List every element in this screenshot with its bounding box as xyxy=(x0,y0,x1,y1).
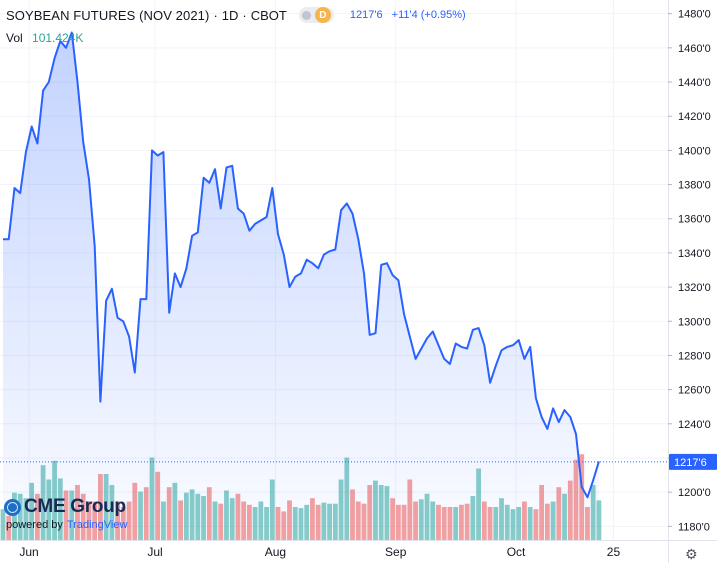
y-tick-label: 1260'0 xyxy=(678,385,711,397)
cme-logo: CME Group xyxy=(4,496,127,518)
y-tick-label: 1300'0 xyxy=(678,316,711,328)
gear-icon[interactable]: ⚙ xyxy=(685,546,698,562)
price-line xyxy=(3,31,600,499)
brand-name: CME Group xyxy=(24,496,126,517)
x-tick-label: 25 xyxy=(607,545,621,559)
x-tick-label: Jun xyxy=(19,545,38,559)
x-tick-label: Jul xyxy=(147,545,162,559)
x-tick-label: Sep xyxy=(385,545,407,559)
y-tick-label: 1240'0 xyxy=(678,419,711,431)
y-tick-label: 1420'0 xyxy=(678,111,711,123)
price-area-fill xyxy=(3,32,599,540)
y-tick-label: 1380'0 xyxy=(678,180,711,192)
y-tick-label: 1280'0 xyxy=(678,350,711,362)
last-price-tag: 1217'6 xyxy=(0,453,717,470)
symbol-title: SOYBEAN FUTURES (NOV 2021) xyxy=(6,7,210,23)
y-tick-label: 1360'0 xyxy=(678,214,711,226)
last-price-tag-label: 1217'6 xyxy=(674,457,707,469)
y-tick-label: 1320'0 xyxy=(678,282,711,294)
price-change: +11'4 (+0.95%) xyxy=(391,9,466,21)
price-axis: 1180'01200'01220'01240'01260'01280'01300… xyxy=(668,9,711,533)
volume-legend: Vol 101.424K xyxy=(6,31,83,45)
exchange-label: CBOT xyxy=(250,7,287,23)
y-tick-label: 1440'0 xyxy=(678,77,711,89)
last-price: 1217'6 xyxy=(349,9,383,21)
x-tick-label: Oct xyxy=(507,545,526,559)
chart-header: SOYBEAN FUTURES (NOV 2021) · 1D · CBOT D… xyxy=(6,7,466,23)
volume-bar xyxy=(596,500,602,540)
market-status-icon xyxy=(301,10,311,20)
y-tick-label: 1480'0 xyxy=(678,9,711,21)
x-tick-label: Aug xyxy=(265,545,286,559)
powered-by-label: powered by xyxy=(6,519,63,531)
y-tick-label: 1200'0 xyxy=(678,487,711,499)
price-area xyxy=(3,31,600,540)
interval-label: 1D xyxy=(221,7,239,23)
powered-by: powered by TradingView xyxy=(6,519,127,531)
price-readout: 1217'6 +11'4 (+0.95%) xyxy=(350,9,466,21)
volume-label: Vol xyxy=(6,31,23,45)
y-tick-label: 1340'0 xyxy=(678,248,711,260)
y-tick-label: 1180'0 xyxy=(678,521,710,533)
tradingview-link[interactable]: TradingView xyxy=(66,519,128,531)
globe-icon xyxy=(4,498,21,516)
delayed-badge: D xyxy=(314,7,331,23)
separator-dot: · xyxy=(213,7,218,23)
y-tick-label: 1400'0 xyxy=(678,145,711,157)
status-indicator: D xyxy=(298,7,334,23)
brand-logo[interactable]: CME Group powered by TradingView xyxy=(4,496,127,531)
volume-value: 101.424K xyxy=(32,31,84,45)
y-tick-label: 1460'0 xyxy=(678,43,711,55)
last-price-tag-bg xyxy=(669,453,717,470)
separator-dot: · xyxy=(242,7,247,23)
time-axis: Jun Jul Aug Sep Oct 25 xyxy=(19,545,620,559)
